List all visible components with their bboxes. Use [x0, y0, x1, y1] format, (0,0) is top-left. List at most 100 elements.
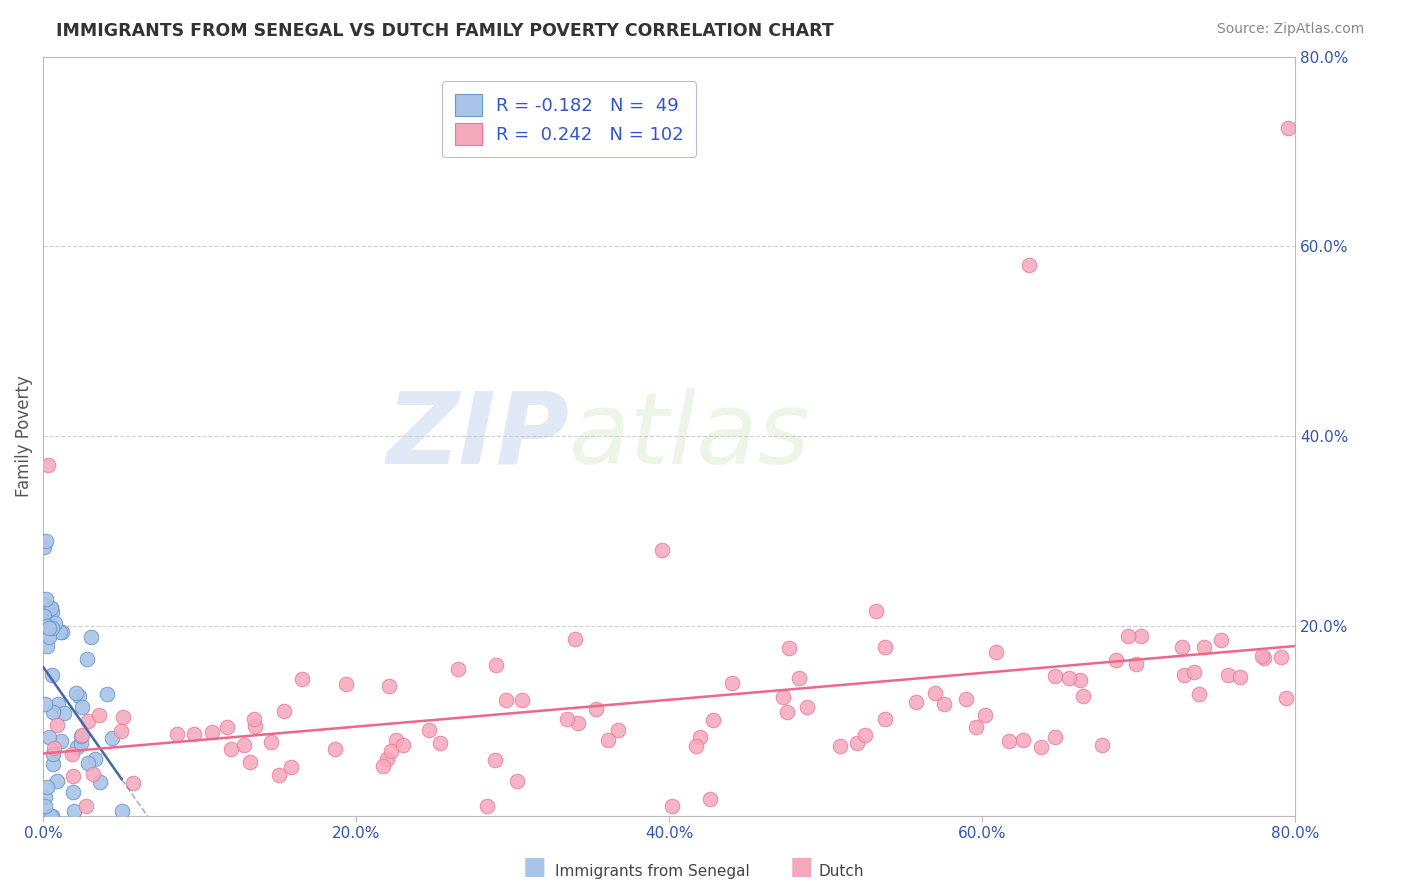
Point [986, 645, 1008, 659]
Point [201, 725, 224, 739]
Point [385, 733, 408, 747]
Point [280, 760, 302, 774]
Point [70, 728, 93, 742]
Point [1116, 629, 1139, 643]
Point [418, 723, 440, 738]
Point [259, 735, 281, 749]
Point [42, 756, 65, 771]
Point [34, 789, 56, 804]
Point [34, 541, 56, 555]
Point [75, 799, 97, 814]
Point [121, 776, 143, 790]
Point [853, 728, 876, 742]
Point [233, 738, 256, 752]
Point [35, 592, 58, 607]
Point [41, 621, 63, 635]
Point [1073, 689, 1095, 703]
Point [485, 658, 508, 673]
Point [39, 809, 62, 823]
Point [1253, 651, 1275, 665]
Point [998, 733, 1021, 747]
Point [772, 690, 794, 704]
Point [661, 799, 683, 814]
Text: ■: ■ [523, 855, 546, 879]
Point [70, 736, 93, 750]
Text: ZIP: ZIP [387, 388, 569, 484]
Point [1011, 733, 1033, 747]
Point [38, 621, 60, 635]
Point [42, 705, 65, 719]
Point [39, 600, 62, 615]
Point [111, 804, 134, 818]
Point [112, 710, 135, 724]
Point [495, 693, 517, 707]
Point [77, 714, 100, 728]
Point [35, 780, 58, 795]
Point [787, 671, 810, 685]
Point [1125, 657, 1147, 671]
Point [685, 739, 707, 753]
Point [720, 676, 742, 690]
Point [1229, 670, 1251, 684]
Point [973, 708, 995, 723]
Point [567, 715, 589, 730]
Point [39, 601, 62, 615]
Point [62, 747, 84, 761]
Point [1043, 730, 1066, 744]
Point [34, 697, 56, 711]
Point [1171, 640, 1194, 655]
Point [65, 686, 87, 700]
Point [1270, 650, 1292, 665]
Point [776, 705, 799, 719]
Point [89, 775, 111, 789]
Point [378, 679, 401, 693]
Point [217, 720, 239, 734]
Point [38, 630, 60, 644]
Point [865, 604, 887, 618]
Point [447, 662, 470, 676]
Point [1069, 673, 1091, 688]
Point [42, 741, 65, 756]
Point [273, 704, 295, 718]
Point [1187, 687, 1209, 701]
Point [100, 731, 122, 746]
Point [1251, 648, 1274, 663]
Point [380, 744, 402, 758]
Point [35, 619, 58, 633]
Point [846, 736, 869, 750]
Point [166, 727, 188, 741]
Point [606, 723, 628, 737]
Point [924, 686, 946, 700]
Point [830, 739, 852, 754]
Point [1130, 629, 1153, 643]
Point [35, 534, 58, 549]
Point [323, 741, 346, 756]
Point [875, 712, 897, 726]
Point [41, 605, 63, 619]
Point [267, 768, 290, 782]
Point [34, 613, 56, 627]
Point [62, 768, 84, 782]
Point [564, 632, 586, 646]
Point [1182, 665, 1205, 679]
Text: Source: ZipAtlas.com: Source: ZipAtlas.com [1216, 22, 1364, 37]
Point [82, 767, 104, 781]
Point [32, 609, 55, 624]
Point [1105, 653, 1128, 667]
Point [239, 755, 262, 769]
Point [84, 752, 107, 766]
Point [70, 729, 93, 743]
Text: ■: ■ [790, 855, 813, 879]
Point [41, 809, 63, 823]
Point [585, 702, 607, 716]
Text: atlas: atlas [569, 388, 811, 484]
Point [699, 792, 721, 806]
Point [651, 543, 673, 558]
Point [335, 677, 357, 691]
Point [46, 774, 69, 789]
Point [52, 706, 75, 720]
Point [1043, 669, 1066, 683]
Point [702, 713, 724, 727]
Point [598, 733, 620, 747]
Point [1218, 668, 1240, 682]
